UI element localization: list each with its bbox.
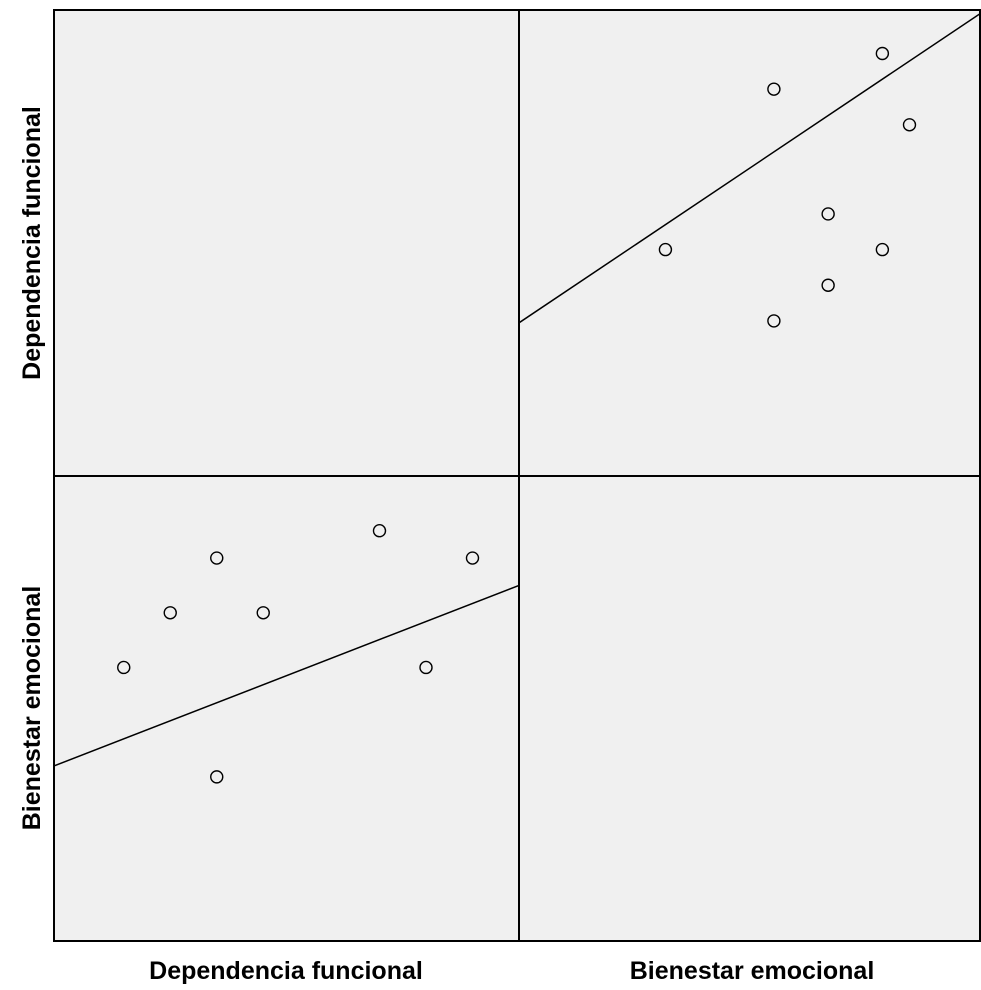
data-point <box>875 46 890 61</box>
panel-bottom-left-content <box>54 524 519 784</box>
column-label-1: Dependencia funcional <box>149 957 423 985</box>
data-point <box>767 314 781 328</box>
data-point <box>210 551 224 565</box>
data-point <box>117 660 131 675</box>
data-point <box>658 242 673 257</box>
data-point <box>256 606 270 620</box>
row-label-1: Dependencia funcional <box>18 106 46 380</box>
row-label-2: Bienestar emocional <box>18 586 46 831</box>
data-point <box>875 242 890 257</box>
fit-line <box>519 13 980 324</box>
data-point <box>419 660 433 675</box>
fit-line <box>54 584 519 767</box>
data-point <box>210 770 224 784</box>
panel-top-right <box>519 10 980 476</box>
panel-top-right-content <box>519 13 980 328</box>
data-point <box>821 278 835 292</box>
column-label-2: Bienestar emocional <box>630 957 875 985</box>
data-point <box>163 606 177 620</box>
panel-bottom-left <box>54 476 519 941</box>
data-point <box>372 524 387 538</box>
panel-bottom-right <box>519 476 980 941</box>
data-point <box>902 118 917 132</box>
data-point <box>767 82 781 96</box>
data-point <box>821 207 835 221</box>
panel-top-left <box>54 10 519 476</box>
data-point <box>465 551 480 565</box>
